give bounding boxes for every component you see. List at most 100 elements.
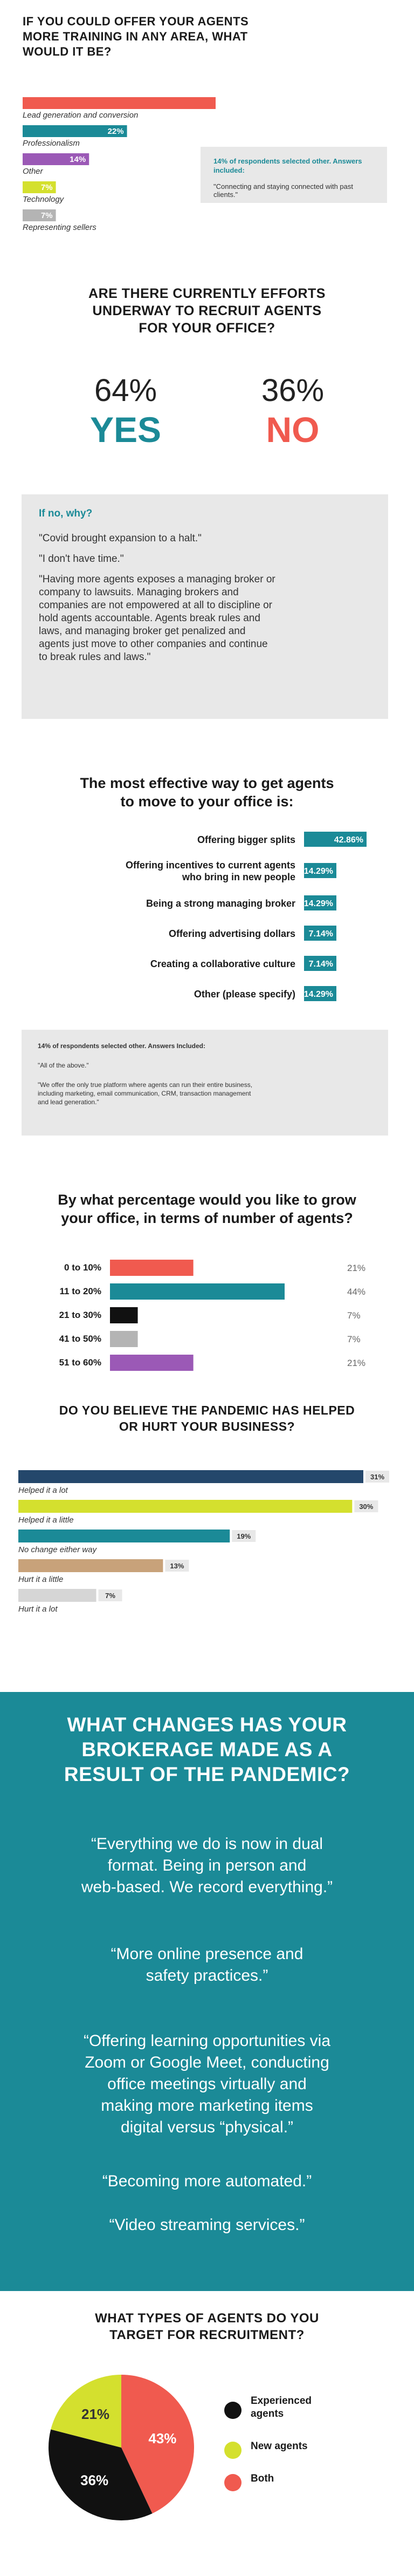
category-label: Hurt it a lot (18, 1605, 58, 1614)
category-label: 0 to 10% (64, 1262, 101, 1273)
note-quote: "Connecting and staying connected with p… (213, 182, 354, 199)
title-line: to move to your office is: (120, 793, 294, 810)
quote: “Video streaming services.” (109, 2216, 305, 2234)
bar-value-label: 7% (347, 1334, 361, 1344)
note-quote: "We offer the only true platform where a… (38, 1080, 372, 1106)
quote: “Everything we do is now in dual format.… (0, 1833, 414, 1898)
text-line: office meetings virtually and (107, 2075, 307, 2093)
category-label: Lead generation and conversion (23, 111, 138, 120)
bar (304, 926, 336, 941)
text-line: companies are not empowered at all to di… (39, 600, 273, 611)
bar (304, 895, 336, 910)
bar (18, 1470, 363, 1483)
bar-value-label: 21% (347, 1358, 365, 1368)
bar-value-label: 21% (347, 1263, 365, 1273)
text-line: “More online presence and (111, 1945, 303, 1963)
bar-value-label: 44% (347, 1287, 365, 1297)
why-answer: "Having more agents exposes a managing b… (39, 573, 371, 664)
title-line: OR HURT YOUR BUSINESS? (119, 1419, 295, 1433)
text-line: "We offer the only true platform where a… (38, 1081, 253, 1089)
category-label: Other (please specify) (194, 989, 295, 1000)
text-line: to break rules and laws." (39, 651, 151, 663)
value-tag (98, 1589, 122, 1601)
yes-label: YES (89, 410, 162, 450)
bar (110, 1260, 194, 1276)
legend-swatch (224, 2402, 242, 2419)
section-title: IF YOU COULD OFFER YOUR AGENTS MORE TRAI… (23, 14, 249, 59)
note-title: 14% of respondents selected other. Answe… (38, 1042, 205, 1050)
section-title: DO YOU BELIEVE THE PANDEMIC HAS HELPED O… (0, 1402, 414, 1435)
legend-label: Experienced (251, 2395, 312, 2407)
text-line: safety practices.” (146, 1967, 268, 1984)
pandemic-impact-chart: 31% Helped it a lot 30% Helped it a little 1… (18, 1470, 389, 1614)
text-line: web-based. We record everything.” (81, 1878, 333, 1896)
category-label: Other (23, 167, 44, 176)
category-label: Technology (23, 195, 65, 204)
title-line: IF YOU COULD OFFER YOUR AGENTS (23, 15, 249, 28)
slice-value-label: 43% (148, 2430, 176, 2446)
bar (18, 1500, 353, 1513)
bar-value-label: 19% (237, 1532, 251, 1540)
category-label: Helped it a lot (18, 1486, 68, 1495)
bar (23, 209, 56, 221)
section-title: WHAT CHANGES HAS YOUR BROKERAGE MADE AS … (0, 1712, 414, 1787)
title-line: The most effective way to get agents (80, 775, 334, 791)
quote: “Becoming more automated.” (102, 2172, 312, 2190)
slice-value-label: 36% (80, 2472, 108, 2488)
text-line: "Having more agents exposes a managing b… (39, 574, 275, 585)
legend-label: agents (251, 2408, 284, 2419)
section-title: The most effective way to get agents to … (0, 774, 414, 811)
bar-value-label: 14.29% (304, 990, 333, 999)
category-label: Offering bigger splits (197, 834, 295, 845)
text-line: including marketing, email communication… (38, 1090, 251, 1097)
legend-swatch (224, 2442, 242, 2459)
why-box: If no, why? "Covid brought expansion to … (22, 494, 388, 719)
growth-chart: 0 to 10% 21% 11 to 20% 44% 21 to 30% 7% 41 to … (59, 1260, 365, 1371)
category-label: Professionalism (23, 139, 80, 148)
text-line: format. Being in person and (107, 1857, 307, 1874)
text-line: making more marketing items (101, 2097, 313, 2115)
bar-value-label: 22% (108, 127, 124, 136)
bar (23, 181, 56, 193)
section-title: WHAT TYPES OF AGENTS DO YOU TARGET FOR R… (0, 2310, 414, 2343)
bar (18, 1589, 96, 1602)
legend-swatch (224, 2474, 242, 2491)
bar (304, 956, 336, 971)
bar-value-label: 14.29% (304, 899, 333, 908)
bar (110, 1307, 138, 1323)
title-line: your office, in terms of number of agent… (61, 1210, 353, 1226)
why-answer: "I don't have time." (39, 553, 124, 565)
quote: “Offering learning opportunities via Zoo… (0, 2030, 414, 2138)
text-line: “Everything we do is now in dual (91, 1835, 323, 1853)
title-line: MORE TRAINING IN ANY AREA, WHAT (23, 30, 248, 43)
title-line: TARGET FOR RECRUITMENT? (109, 2328, 305, 2342)
text-line: digital versus “physical.” (120, 2118, 294, 2136)
bar (304, 986, 336, 1001)
category-label: Helped it a little (18, 1515, 74, 1525)
why-title: If no, why? (39, 508, 93, 519)
bar (23, 125, 127, 137)
title-line: ARE THERE CURRENTLY EFFORTS (88, 286, 326, 301)
bar-value-label: 7% (105, 1592, 115, 1600)
value-tag (232, 1530, 256, 1542)
section-title: ARE THERE CURRENTLY EFFORTS UNDERWAY TO … (0, 285, 414, 337)
title-line: WHAT CHANGES HAS YOUR (67, 1714, 347, 1736)
legend-label: New agents (251, 2441, 308, 2452)
other-note-box: 14% of respondents selected other. Answe… (201, 147, 387, 203)
category-label: who bring in new people (182, 872, 295, 882)
pie-slice (51, 2375, 121, 2448)
pie-slice (121, 2375, 194, 2514)
why-answer: "Covid brought expansion to a halt." (39, 533, 202, 544)
category-label: 51 to 60% (59, 1357, 101, 1368)
title-line: WOULD IT BE? (23, 45, 112, 58)
title-line: BROKERAGE MADE AS A (81, 1738, 333, 1761)
no-label: NO (266, 410, 320, 450)
value-tag (165, 1560, 189, 1572)
text-line: Zoom or Google Meet, conducting (85, 2054, 329, 2071)
category-label: 11 to 20% (60, 1286, 102, 1296)
text-line: hold agents accountable. Agents break ru… (39, 613, 260, 624)
bar (23, 153, 89, 165)
text-line: agents just move to other companies and … (39, 638, 268, 650)
section-pandemic-changes: WHAT CHANGES HAS YOUR BROKERAGE MADE AS … (0, 1692, 414, 2291)
